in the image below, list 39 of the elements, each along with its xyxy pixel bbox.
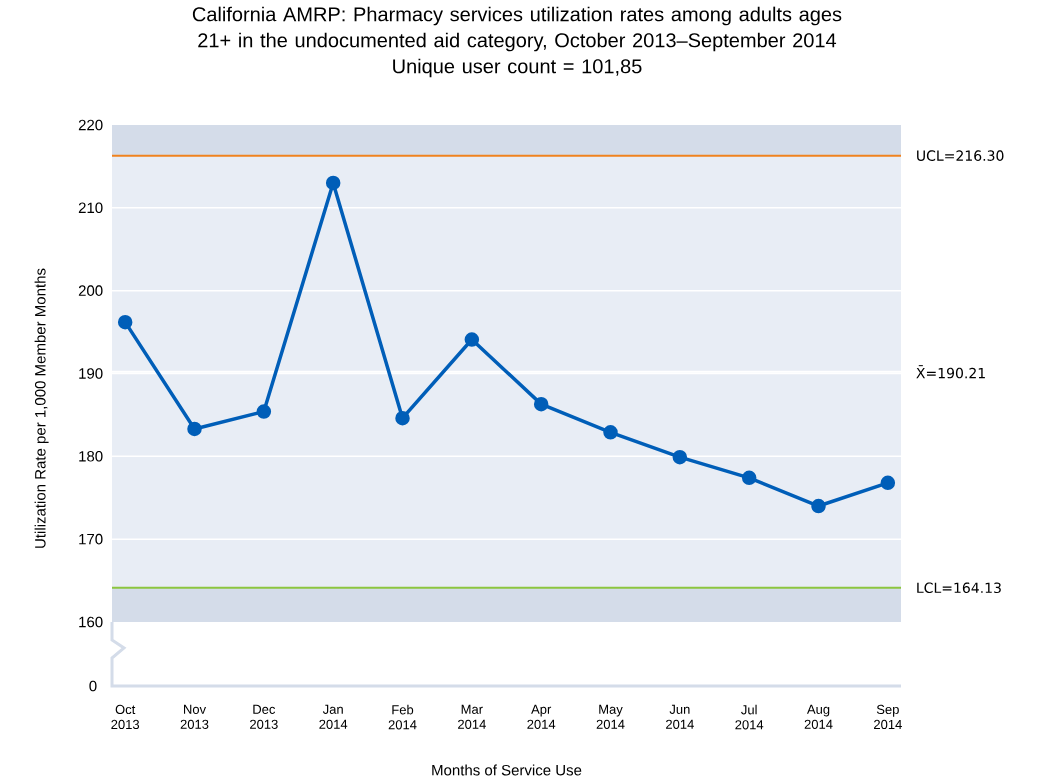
point	[395, 410, 410, 426]
y-tick-label: 220	[78, 119, 103, 131]
point	[117, 314, 133, 330]
chart-title: California AMRP: Pharmacy services utilization rates among adults ages 21+ in the undocumented aid category, October 2013–September 2014	[192, 6, 842, 52]
x-tick-label: Dec 2013	[250, 704, 278, 729]
point	[325, 175, 341, 191]
point	[672, 449, 688, 465]
y-tick-label: 170	[79, 533, 103, 545]
x-tick-label: Oct 2013	[111, 704, 140, 730]
point	[187, 421, 202, 437]
y-tick-label: 210	[78, 202, 103, 214]
x-tick-label: Apr 2014	[527, 704, 556, 729]
y-tick-label: 160	[79, 616, 103, 628]
x-tick-label: Sep 2014	[874, 704, 902, 730]
point	[533, 396, 549, 412]
x-tick-label: Aug 2014	[804, 704, 833, 729]
y-tick-label: 190	[79, 368, 103, 379]
x-axis-title: Months of Service Use	[432, 764, 582, 776]
ref-line-label: X̄=190.21	[916, 365, 985, 379]
x-tick-label: Jan 2014	[319, 704, 348, 729]
x-tick-label: Jul 2014	[735, 704, 764, 730]
x-tick-label: Mar 2014	[458, 704, 486, 729]
point	[603, 425, 618, 440]
y-tick-label: 180	[79, 451, 103, 462]
point	[256, 404, 272, 419]
point	[464, 332, 480, 347]
ref-line-label: LCL=164.13	[917, 582, 1001, 594]
x-tick-label: Jun 2014	[666, 704, 694, 729]
point	[741, 470, 757, 486]
text: 0	[89, 680, 97, 692]
point	[811, 498, 826, 514]
x-tick-label: Feb 2014	[388, 704, 417, 730]
x-tick-label: May 2014	[596, 704, 625, 729]
y-axis-title: Utilization Rate per 1,000 Member Months	[34, 268, 49, 548]
ref-line-label: UCL=216.30	[917, 150, 1004, 161]
point	[880, 475, 896, 491]
x-tick-label: Nov 2013	[180, 704, 209, 729]
chart-subtitle: Unique user count = 101,85	[393, 58, 642, 78]
y-tick-label: 200	[78, 285, 103, 296]
